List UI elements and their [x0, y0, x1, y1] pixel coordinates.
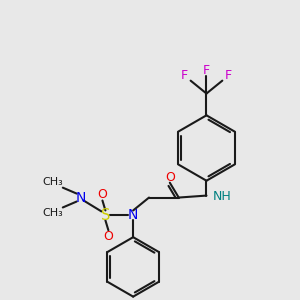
Text: F: F: [225, 69, 232, 82]
Text: N: N: [76, 190, 86, 205]
Text: S: S: [101, 208, 110, 223]
Text: O: O: [98, 188, 107, 201]
Text: F: F: [181, 69, 188, 82]
Text: CH₃: CH₃: [43, 208, 63, 218]
Text: CH₃: CH₃: [43, 177, 63, 187]
Text: N: N: [128, 208, 138, 222]
Text: NH: NH: [212, 190, 231, 203]
Text: F: F: [203, 64, 210, 77]
Text: O: O: [103, 230, 113, 243]
Text: O: O: [165, 171, 175, 184]
